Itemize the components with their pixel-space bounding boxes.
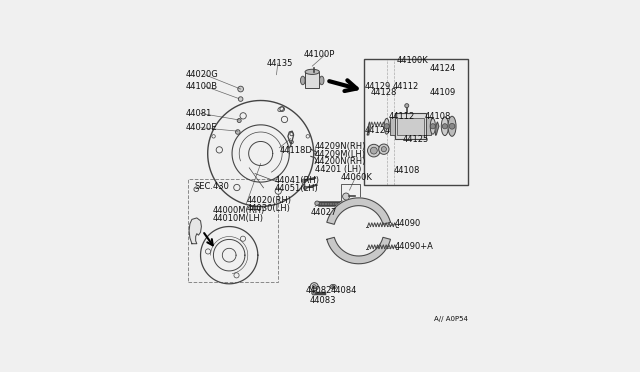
Text: 44124: 44124 [430, 64, 456, 73]
Text: 44030(LH): 44030(LH) [246, 204, 290, 213]
Polygon shape [367, 122, 371, 135]
Circle shape [237, 119, 241, 122]
Circle shape [238, 86, 243, 92]
Text: 44135: 44135 [266, 59, 292, 68]
Text: 44209N(RH): 44209N(RH) [315, 142, 367, 151]
Bar [364, 59, 468, 185]
Text: 44118D: 44118D [279, 146, 312, 155]
Ellipse shape [448, 116, 456, 136]
Bar [188, 179, 278, 282]
Polygon shape [189, 218, 202, 244]
Ellipse shape [384, 118, 389, 134]
Bar [395, 113, 426, 139]
Circle shape [238, 97, 243, 101]
Circle shape [303, 186, 307, 190]
Text: 44109: 44109 [430, 88, 456, 97]
Circle shape [371, 147, 377, 154]
Text: 44020(RH): 44020(RH) [246, 196, 291, 205]
Bar [426, 117, 431, 135]
Text: 44020G: 44020G [186, 70, 219, 79]
Text: A// A0P54: A// A0P54 [434, 317, 468, 323]
Circle shape [379, 144, 389, 154]
Text: 44082: 44082 [306, 286, 332, 295]
Circle shape [381, 147, 387, 152]
Ellipse shape [305, 69, 319, 74]
Text: 44084: 44084 [330, 286, 356, 295]
Text: 44200N(RH): 44200N(RH) [315, 157, 367, 166]
Circle shape [236, 130, 240, 134]
Text: 44108: 44108 [394, 166, 420, 174]
Text: 44041(RH): 44041(RH) [275, 176, 320, 185]
Circle shape [449, 124, 455, 129]
Text: 44051(LH): 44051(LH) [275, 184, 319, 193]
Text: 44201 (LH): 44201 (LH) [315, 165, 362, 174]
Circle shape [332, 285, 335, 288]
Circle shape [442, 124, 447, 129]
Text: 44112: 44112 [392, 82, 419, 91]
Bar [341, 183, 360, 205]
Polygon shape [327, 237, 390, 264]
Bar [390, 117, 395, 135]
Circle shape [302, 179, 305, 182]
Text: 44100B: 44100B [186, 82, 218, 91]
Text: SEC.430: SEC.430 [194, 182, 229, 191]
Circle shape [342, 193, 349, 200]
Text: 44128: 44128 [371, 88, 397, 97]
Text: 44209M(LH): 44209M(LH) [315, 150, 366, 158]
Text: 44112: 44112 [388, 112, 415, 121]
Circle shape [340, 201, 344, 206]
Text: 44027: 44027 [311, 208, 337, 217]
Circle shape [315, 201, 319, 206]
Bar [305, 72, 319, 87]
Text: 44108: 44108 [424, 112, 451, 121]
Polygon shape [327, 198, 390, 224]
Ellipse shape [301, 76, 305, 85]
Text: 44083: 44083 [309, 296, 336, 305]
Ellipse shape [319, 76, 324, 85]
Circle shape [310, 283, 318, 291]
Circle shape [430, 124, 435, 129]
Text: 44010M(LH): 44010M(LH) [213, 214, 264, 223]
Circle shape [404, 104, 409, 108]
Text: 44020E: 44020E [186, 123, 218, 132]
Text: 44090+A: 44090+A [395, 242, 434, 251]
Text: 44100K: 44100K [397, 56, 429, 65]
Bar [397, 118, 424, 135]
Text: 44124: 44124 [364, 126, 390, 135]
Ellipse shape [430, 118, 435, 134]
Ellipse shape [442, 117, 449, 135]
Text: 44060K: 44060K [341, 173, 372, 182]
Polygon shape [435, 122, 439, 135]
Text: 44100P: 44100P [303, 50, 335, 59]
Text: 44129: 44129 [364, 82, 390, 91]
Text: 44125: 44125 [403, 135, 429, 144]
Text: 44000M(RH): 44000M(RH) [213, 206, 265, 215]
Circle shape [367, 144, 380, 157]
Ellipse shape [330, 284, 336, 289]
Text: 44090: 44090 [395, 219, 421, 228]
Circle shape [384, 124, 389, 129]
Circle shape [312, 285, 316, 289]
Text: 44081: 44081 [186, 109, 212, 118]
Circle shape [312, 291, 316, 295]
